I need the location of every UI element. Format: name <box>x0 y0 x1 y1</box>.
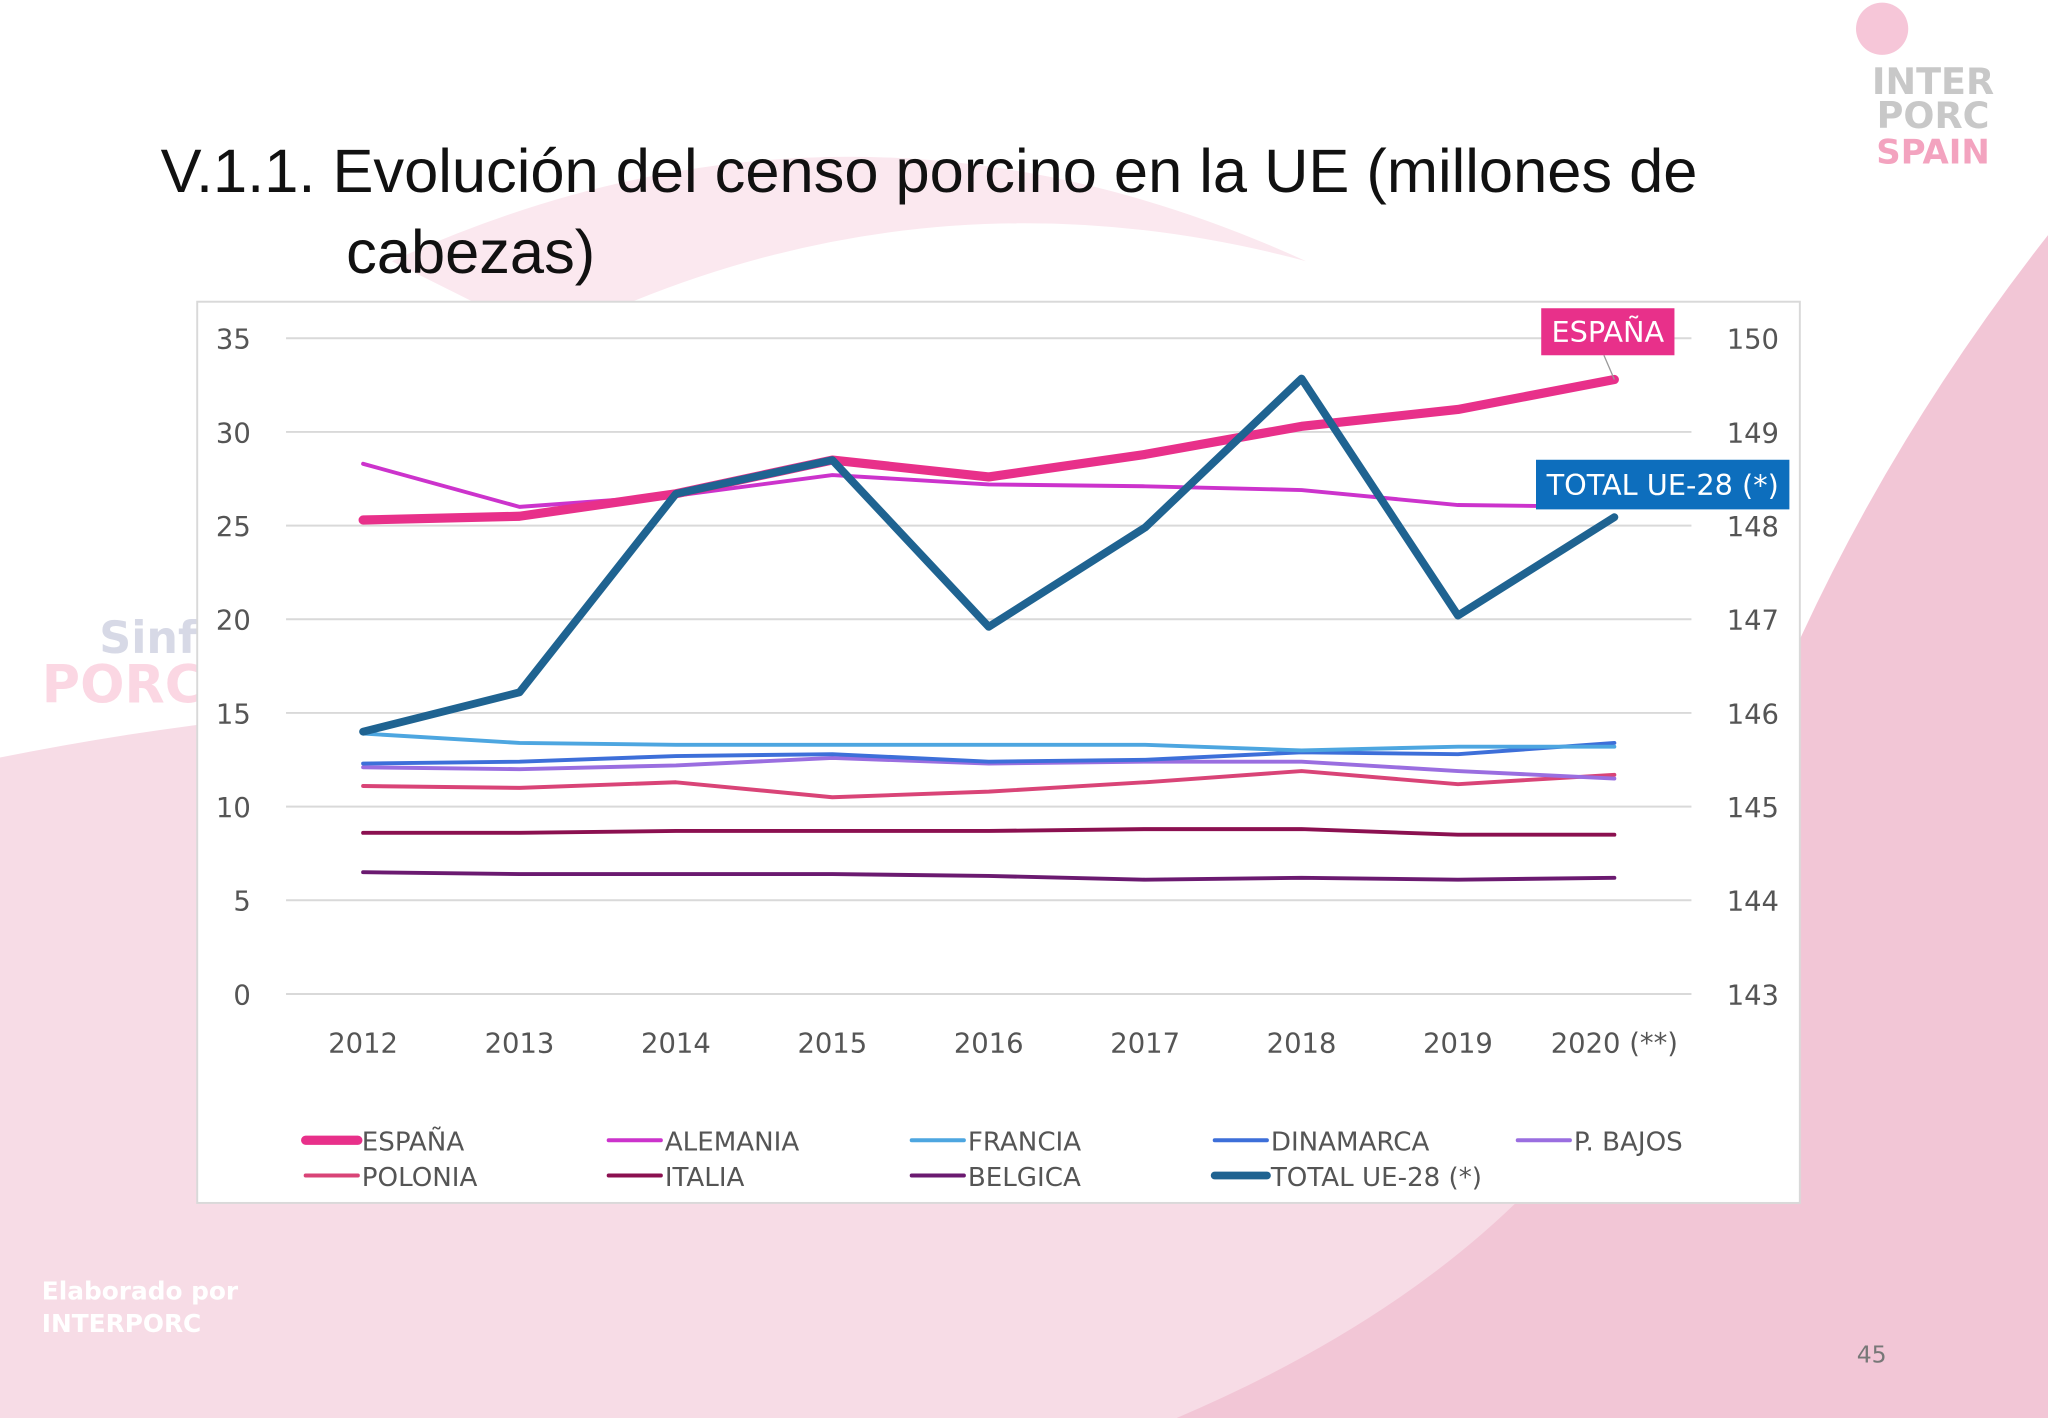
legend-label: FRANCIA <box>968 1128 1081 1158</box>
y2-tick-label: 146 <box>1727 699 1779 730</box>
page-number: 45 <box>1857 1340 1887 1368</box>
y-tick-label: 20 <box>216 606 251 637</box>
y-tick-label: 5 <box>233 887 250 918</box>
series-line <box>361 731 1617 753</box>
bg-swoosh <box>1176 235 2048 1418</box>
legend-label: P. BAJOS <box>1574 1128 1683 1158</box>
series-line <box>361 769 1617 800</box>
legend-label: ESPAÑA <box>362 1126 465 1158</box>
y2-tick-label: 147 <box>1727 606 1779 637</box>
legend-label: DINAMARCA <box>1271 1128 1430 1158</box>
x-tick-label: 2015 <box>797 1029 867 1060</box>
series-line <box>359 374 1619 736</box>
x-tick-label: 2019 <box>1423 1029 1493 1060</box>
y2-tick-label: 150 <box>1727 325 1779 356</box>
logo-text: PORC <box>1877 94 1990 137</box>
legend-label: BELGICA <box>968 1163 1081 1193</box>
watermark-text: PORC <box>42 656 203 716</box>
annotation-text: ESPAÑA <box>1552 315 1665 349</box>
y-tick-label: 30 <box>216 418 251 449</box>
y-tick-label: 0 <box>233 980 250 1011</box>
chart-frame <box>196 300 1801 1204</box>
y2-tick-label: 144 <box>1727 887 1779 918</box>
footer-text: INTERPORC <box>42 1309 201 1338</box>
legend-label: TOTAL UE-28 (*) <box>1270 1163 1482 1193</box>
x-tick-label: 2018 <box>1267 1029 1337 1060</box>
y-tick-label: 25 <box>216 512 251 543</box>
y2-tick-label: 145 <box>1727 793 1779 824</box>
y-tick-label: 35 <box>216 325 251 356</box>
annotation-text: TOTAL UE-28 (*) <box>1546 468 1779 502</box>
annotation-box <box>1535 459 1790 510</box>
slide-title: V.1.1. Evolución del censo porcino en la… <box>160 135 1698 287</box>
series-line <box>361 827 1617 837</box>
legend-label: POLONIA <box>362 1163 478 1193</box>
legend-label: ITALIA <box>665 1163 745 1193</box>
y2-tick-label: 143 <box>1727 980 1779 1011</box>
y2-tick-label: 149 <box>1727 418 1779 449</box>
y2-tick-label: 148 <box>1727 512 1779 543</box>
x-tick-label: 2013 <box>485 1029 555 1060</box>
logo-text: SPAIN <box>1876 132 1989 172</box>
x-tick-label: 2016 <box>954 1029 1024 1060</box>
legend-label: ALEMANIA <box>665 1128 800 1158</box>
series-line <box>361 740 1617 766</box>
x-tick-label: 2017 <box>1110 1029 1180 1060</box>
logo-icon <box>1855 2 1909 55</box>
y-tick-label: 15 <box>216 699 251 730</box>
x-tick-label: 2012 <box>328 1029 398 1060</box>
annotation-box <box>1541 308 1675 356</box>
logo-text: INTER <box>1872 60 1994 103</box>
bg-arc <box>391 156 1307 340</box>
series-line <box>361 461 1617 509</box>
annotation-leader <box>1603 355 1615 380</box>
series-line <box>361 870 1617 882</box>
series-line <box>358 374 1619 525</box>
footer-text: Elaborado por <box>42 1277 239 1306</box>
y-tick-label: 10 <box>216 793 251 824</box>
x-tick-label: 2020 (**) <box>1551 1029 1678 1060</box>
x-tick-label: 2014 <box>641 1029 711 1060</box>
